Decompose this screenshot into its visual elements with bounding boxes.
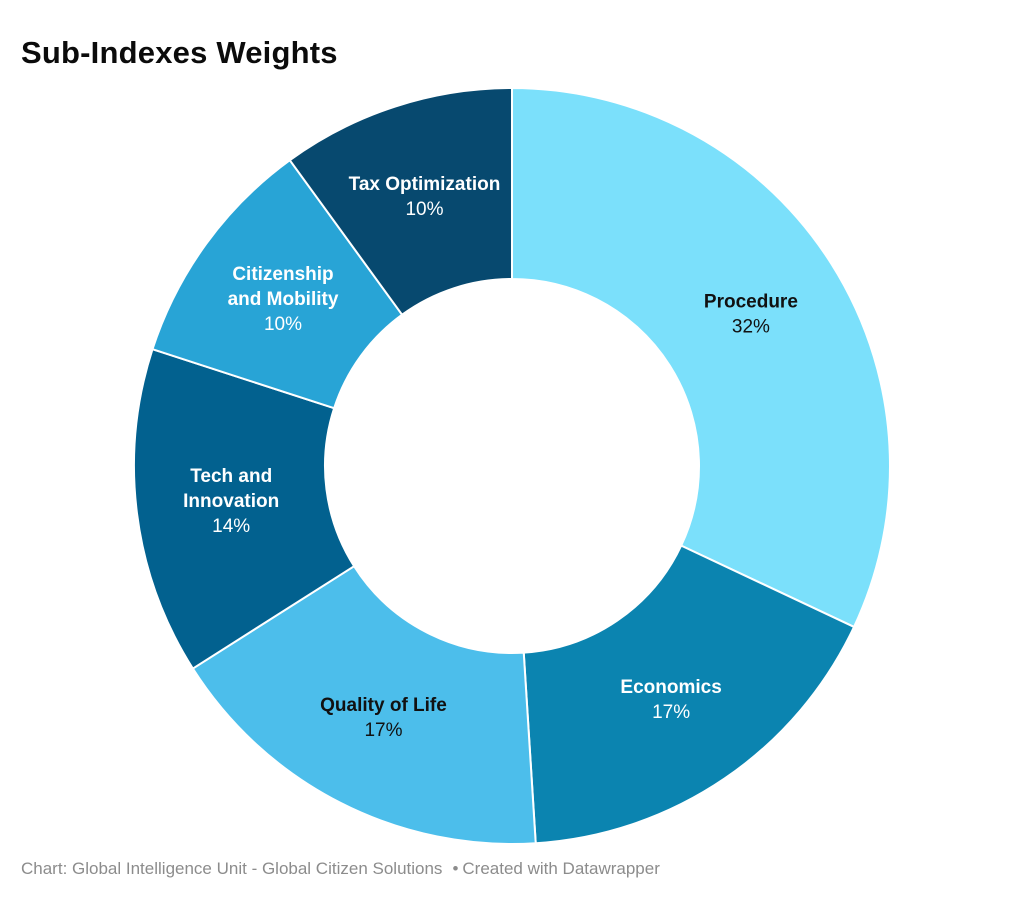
donut-segment-procedure[interactable] <box>511 87 891 628</box>
chart-title: Sub-Indexes Weights <box>21 34 338 70</box>
footer-separator: • <box>452 859 459 878</box>
segment-label: Tech and Innovation 14% <box>183 466 279 537</box>
segment-label: Quality of Life 17% <box>320 695 447 741</box>
donut-segment-economics[interactable] <box>522 544 856 845</box>
source-text: Chart: Global Intelligence Unit - Global… <box>21 859 443 878</box>
chart-footer: Chart: Global Intelligence Unit - Global… <box>21 859 660 879</box>
donut-segment-tech-and-innovation[interactable] <box>133 348 356 670</box>
donut-segment-tax-optimization[interactable] <box>288 87 513 316</box>
donut-segment-quality-of-life[interactable] <box>191 565 537 845</box>
segment-label: Economics 17% <box>620 677 721 723</box>
segment-label: Tax Optimization 10% <box>349 174 501 220</box>
datawrapper-credit-link[interactable]: Created with Datawrapper <box>462 859 660 878</box>
segment-label: Citizenship and Mobility 10% <box>228 264 339 335</box>
segment-label: Procedure 32% <box>704 291 798 337</box>
